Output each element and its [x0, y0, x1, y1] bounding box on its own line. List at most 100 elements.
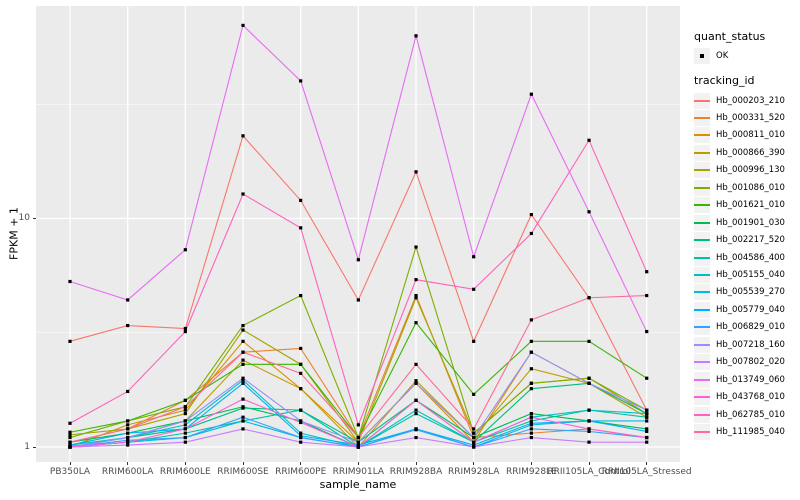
plot-panel — [36, 6, 680, 462]
series-color-line-icon — [694, 396, 710, 399]
data-point — [68, 443, 72, 447]
data-point — [126, 419, 130, 423]
legend-item-ok[interactable]: OK — [694, 48, 728, 64]
data-point — [126, 440, 130, 444]
series-color-line-icon — [694, 221, 710, 224]
legend-item-Hb_000331_520[interactable]: Hb_000331_520 — [694, 109, 785, 126]
data-point — [68, 279, 72, 284]
legend-item-Hb_000866_390[interactable]: Hb_000866_390 — [694, 144, 785, 161]
data-point — [126, 438, 130, 442]
y-tick-label: 1 — [24, 441, 30, 452]
legend-item-label: Hb_007218_160 — [716, 339, 785, 350]
data-point — [299, 198, 303, 203]
x-tick-label: RRIM600LA — [101, 467, 154, 477]
series-color-line-icon — [694, 151, 710, 154]
data-point — [645, 419, 649, 423]
legend-item-label: Hb_111985_040 — [716, 427, 785, 438]
legend-item-Hb_006829_010[interactable]: Hb_006829_010 — [694, 319, 785, 336]
x-tick-mark — [530, 462, 532, 465]
data-point — [183, 326, 187, 331]
legend-item-Hb_004586_400[interactable]: Hb_004586_400 — [694, 249, 785, 266]
legend-item-Hb_062785_010[interactable]: Hb_062785_010 — [694, 406, 785, 423]
data-point — [356, 445, 360, 449]
data-point — [587, 210, 591, 214]
legend-item-Hb_000203_210[interactable]: Hb_000203_210 — [694, 92, 785, 109]
legend-item-Hb_111985_040[interactable]: Hb_111985_040 — [694, 424, 785, 441]
legend-item-Hb_005155_040[interactable]: Hb_005155_040 — [694, 267, 785, 283]
data-point — [414, 362, 418, 366]
data-point — [183, 408, 187, 412]
legend-item-Hb_000996_130[interactable]: Hb_000996_130 — [694, 162, 785, 179]
x-tick-mark — [184, 462, 186, 465]
legend-item-Hb_001901_030[interactable]: Hb_001901_030 — [694, 214, 785, 231]
series-color-line-icon — [694, 326, 710, 329]
data-point — [645, 270, 649, 274]
data-point — [645, 415, 649, 419]
legend-item-Hb_007218_160[interactable]: Hb_007218_160 — [694, 336, 785, 353]
x-tick-mark — [415, 462, 417, 465]
data-point — [126, 298, 130, 302]
legend-item-label: Hb_000811_010 — [716, 130, 785, 141]
data-point — [529, 92, 533, 96]
data-point — [126, 423, 130, 427]
data-point — [299, 440, 303, 444]
y-tick-mark — [33, 446, 36, 448]
series-color-line-icon — [694, 99, 710, 102]
y-tick-label: 10 — [18, 213, 30, 223]
data-point — [529, 213, 533, 217]
legend-item-Hb_007802_020[interactable]: Hb_007802_020 — [694, 354, 785, 371]
data-point — [68, 430, 72, 434]
data-point — [414, 381, 418, 385]
data-point — [183, 329, 187, 334]
legend-key-swatch — [694, 371, 710, 388]
legend-item-Hb_013749_060[interactable]: Hb_013749_060 — [694, 371, 785, 388]
data-point — [645, 408, 649, 412]
data-point — [183, 440, 187, 444]
data-point — [414, 296, 418, 300]
data-point — [587, 376, 591, 380]
legend-key-swatch — [694, 354, 710, 371]
legend-item-Hb_002217_520[interactable]: Hb_002217_520 — [694, 232, 785, 249]
legend-item-Hb_001621_010[interactable]: Hb_001621_010 — [694, 197, 785, 214]
legend-key-swatch — [694, 424, 710, 441]
data-point — [241, 23, 245, 27]
data-point — [241, 323, 245, 328]
data-point — [587, 381, 591, 385]
data-point — [299, 431, 303, 435]
data-point — [299, 420, 303, 425]
data-point — [299, 371, 303, 375]
data-point — [183, 405, 187, 409]
legend-item-Hb_005539_270[interactable]: Hb_005539_270 — [694, 284, 785, 301]
data-point — [529, 387, 533, 391]
legend-key-swatch — [694, 301, 710, 318]
data-point — [68, 435, 72, 440]
data-point — [645, 427, 649, 431]
data-point — [587, 427, 591, 431]
legend-key-swatch — [694, 109, 710, 126]
data-point — [529, 318, 533, 322]
data-point — [241, 376, 245, 380]
data-point — [299, 226, 303, 230]
data-point — [529, 350, 533, 354]
data-point — [241, 134, 245, 138]
data-point — [299, 408, 303, 412]
data-point — [356, 298, 360, 302]
legend-item-label: Hb_006829_010 — [716, 322, 785, 333]
x-tick-label: RRIM600LE — [159, 467, 211, 477]
data-point — [587, 440, 591, 444]
series-color-line-icon — [694, 256, 710, 259]
x-tick-mark — [300, 462, 302, 465]
legend: quant_status OK tracking_id Hb_000203_21… — [690, 0, 800, 500]
series-color-line-icon — [694, 291, 710, 294]
legend-item-Hb_043768_010[interactable]: Hb_043768_010 — [694, 389, 785, 406]
data-point — [472, 255, 476, 259]
data-point — [241, 427, 245, 431]
x-tick-label: RRIM928LA — [447, 467, 500, 477]
legend-item-Hb_000811_010[interactable]: Hb_000811_010 — [694, 127, 785, 144]
legend-item-Hb_005779_040[interactable]: Hb_005779_040 — [694, 301, 785, 318]
legend-item-label: Hb_004586_400 — [716, 252, 785, 263]
data-point — [183, 435, 187, 440]
series-color-line-icon — [694, 274, 710, 276]
legend-key-swatch — [694, 232, 710, 249]
legend-item-Hb_001086_010[interactable]: Hb_001086_010 — [694, 179, 785, 196]
